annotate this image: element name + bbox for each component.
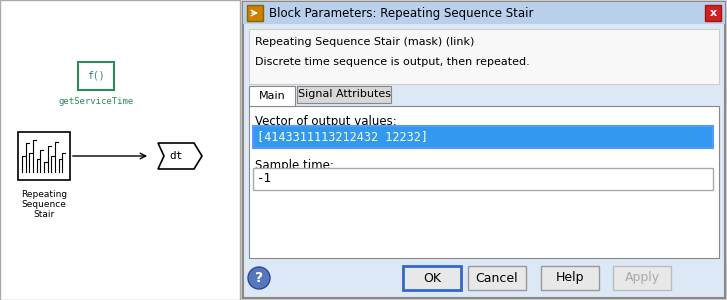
Bar [247, 5, 263, 21]
Text: ?: ? [255, 271, 263, 285]
Bar [705, 5, 721, 21]
Bar [78, 62, 114, 90]
Bar [249, 106, 719, 258]
Bar [297, 86, 391, 103]
Bar [243, 2, 725, 298]
Polygon shape [158, 143, 202, 169]
Text: dt: dt [169, 151, 182, 161]
Text: Help: Help [555, 272, 585, 284]
Text: [4143311113212432 12232]: [4143311113212432 12232] [257, 130, 428, 143]
Text: OK: OK [423, 272, 441, 284]
Bar [253, 126, 713, 148]
Bar [0, 0, 240, 300]
Text: Apply: Apply [624, 272, 659, 284]
Text: getServiceTime: getServiceTime [58, 97, 134, 106]
Text: Stair: Stair [33, 210, 55, 219]
Text: Block Parameters: Repeating Sequence Stair: Block Parameters: Repeating Sequence Sta… [269, 7, 534, 20]
Bar [253, 168, 713, 190]
Text: Sample time:: Sample time: [255, 160, 334, 172]
Bar [468, 266, 526, 290]
Bar [541, 266, 599, 290]
Text: f(): f() [87, 70, 105, 80]
Text: Cancel: Cancel [475, 272, 518, 284]
Text: -1: -1 [257, 172, 272, 185]
Text: Discrete time sequence is output, then repeated.: Discrete time sequence is output, then r… [255, 57, 530, 67]
Bar [18, 132, 70, 180]
Text: Sequence: Sequence [22, 200, 66, 209]
Bar [403, 266, 461, 290]
Bar [249, 86, 295, 106]
Text: Main: Main [259, 91, 286, 101]
Bar [243, 2, 725, 24]
Text: Repeating: Repeating [21, 190, 67, 199]
Text: Vector of output values:: Vector of output values: [255, 116, 397, 128]
Bar [249, 29, 719, 84]
Text: x: x [710, 8, 717, 18]
Text: Repeating Sequence Stair (mask) (link): Repeating Sequence Stair (mask) (link) [255, 37, 475, 47]
Bar [613, 266, 671, 290]
Text: Signal Attributes: Signal Attributes [297, 89, 390, 99]
Circle shape [248, 267, 270, 289]
